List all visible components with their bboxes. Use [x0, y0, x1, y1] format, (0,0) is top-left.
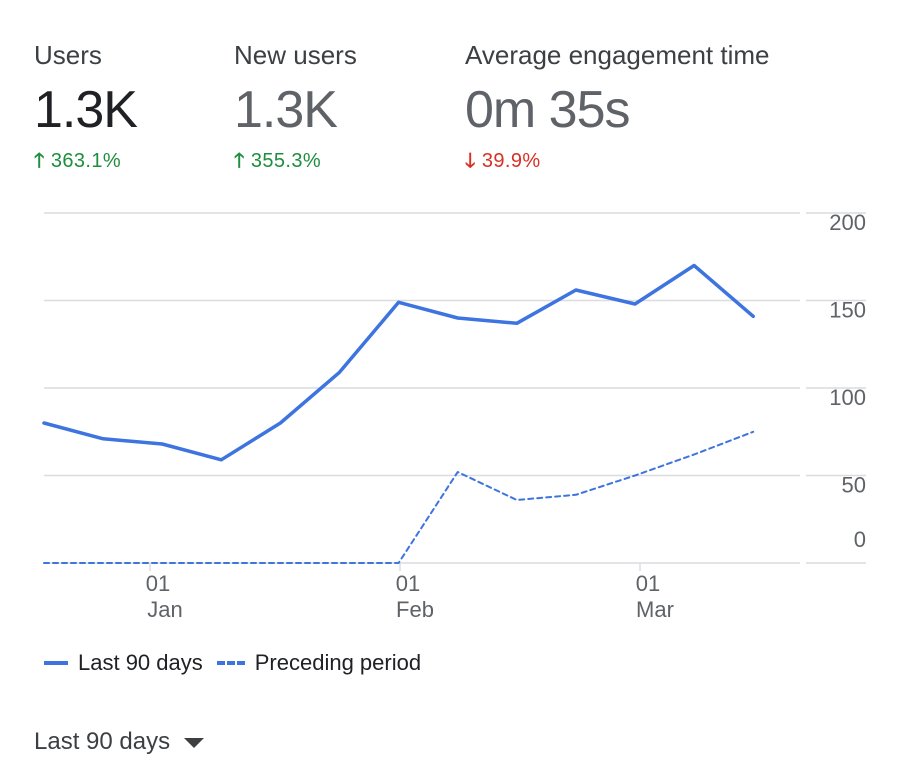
metric-value: 0m 35s: [465, 81, 631, 139]
legend-label: Last 90 days: [78, 650, 203, 675]
metric-value: 1.3K: [34, 81, 138, 139]
legend-item-preceding-period: Preceding period: [216, 650, 422, 676]
series-line-preceding-period: [43, 430, 755, 564]
x-tick-label: 01: [146, 571, 170, 596]
y-tick-label: 150: [829, 298, 866, 323]
dashed-line-swatch: [216, 661, 245, 665]
arrow-up-icon: 🡑: [34, 150, 45, 172]
legend-item-last-90-days: Last 90 days: [44, 650, 203, 676]
series-line-last-90-days: [42, 263, 755, 462]
metric-change: 🡓 39.9%: [465, 146, 541, 180]
x-tick-label: 01: [396, 571, 420, 596]
y-tick-label: 200: [829, 210, 866, 235]
y-axis: 200 150 100 50 0: [829, 210, 866, 552]
metric-value: 1.3K: [234, 81, 338, 139]
metric-label: Users: [34, 40, 102, 70]
chart-series: [42, 263, 755, 564]
metric-label: Average engagement time: [465, 40, 770, 70]
y-tick-label: 100: [829, 385, 866, 410]
metric-new-users[interactable]: New users 1.3K 🡑 355.3%: [234, 0, 444, 180]
x-tick-label: Mar: [636, 597, 674, 622]
caret-down-icon: [184, 738, 205, 748]
metric-users[interactable]: Users 1.3K 🡑 363.1%: [34, 0, 224, 180]
metric-average-engagement-time[interactable]: Average engagement time 0m 35s 🡓 39.9%: [465, 0, 865, 180]
arrow-down-icon: 🡓: [465, 150, 476, 172]
x-tick-label: Feb: [396, 597, 434, 622]
chart-grid: [44, 212, 866, 564]
metric-change: 🡑 363.1%: [34, 146, 121, 180]
y-tick-label: 50: [842, 473, 866, 498]
metric-change-value: 39.9%: [481, 150, 541, 172]
metric-change: 🡑 355.3%: [234, 146, 321, 180]
metric-change-value: 355.3%: [250, 150, 322, 172]
chart-legend: Last 90 days Preceding period: [44, 650, 435, 676]
y-tick-label: 0: [854, 527, 866, 552]
solid-line-swatch: [44, 661, 68, 665]
date-range-dropdown[interactable]: Last 90 days: [34, 728, 205, 756]
legend-label: Preceding period: [254, 650, 422, 675]
arrow-up-icon: 🡑: [234, 150, 245, 172]
x-tick-label: 01: [636, 571, 660, 596]
x-tick-label: Jan: [147, 597, 182, 622]
metric-label: New users: [234, 40, 357, 70]
date-range-label: Last 90 days: [34, 728, 171, 755]
metric-change-value: 363.1%: [50, 150, 122, 172]
